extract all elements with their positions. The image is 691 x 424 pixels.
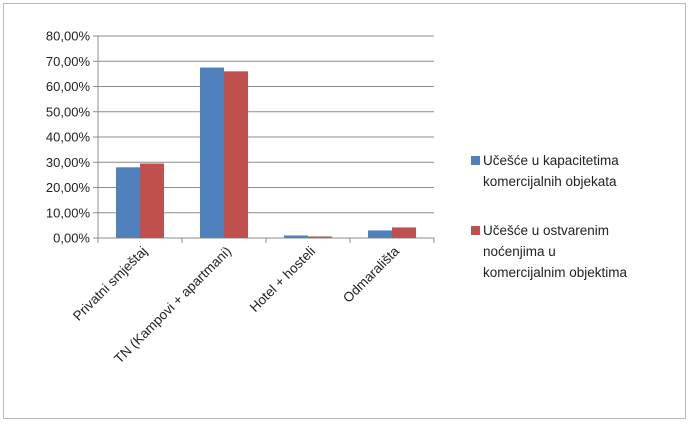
legend-label-capacity: Učešće u kapacitetima komercijalnih obje… [483,153,619,189]
x-category-label: Hotel + hosteli [247,244,318,315]
y-tick-label: 10,00% [46,205,91,220]
bar-nights [224,71,248,238]
bar-capacity [200,67,224,238]
bar-capacity [284,235,308,238]
y-tick-label: 80,00% [46,29,91,44]
bar-capacity [116,167,140,238]
legend-item-capacity: Učešće u kapacitetima komercijalnih obje… [471,150,686,192]
y-tick-label: 40,00% [46,130,91,145]
bar-capacity [368,230,392,238]
legend-swatch-nights [471,226,480,235]
y-tick-label: 70,00% [46,54,91,69]
legend-swatch-capacity [471,156,480,165]
legend: Učešće u kapacitetima komercijalnih obje… [471,150,686,311]
legend-item-nights: Učešće u ostvarenim noćenjima u komercij… [471,220,686,283]
bar-nights [308,236,332,238]
x-category-label: Odmarališta [340,243,402,305]
y-tick-label: 0,00% [53,231,90,246]
y-tick-labels: 0,00% 10,00% 20,00% 30,00% 40,00% 50,00% 60,00… [46,29,91,246]
y-tick-label: 60,00% [46,79,91,94]
x-category-label: Privatni smještaj [70,244,150,324]
bar-nights [140,163,164,238]
y-tick-label: 30,00% [46,155,91,170]
y-tick-label: 20,00% [46,180,91,195]
legend-label-nights: Učešće u ostvarenim noćenjima u komercij… [483,223,628,280]
bar-nights [392,227,416,238]
bars [116,67,416,238]
y-tick-label: 50,00% [46,104,91,119]
